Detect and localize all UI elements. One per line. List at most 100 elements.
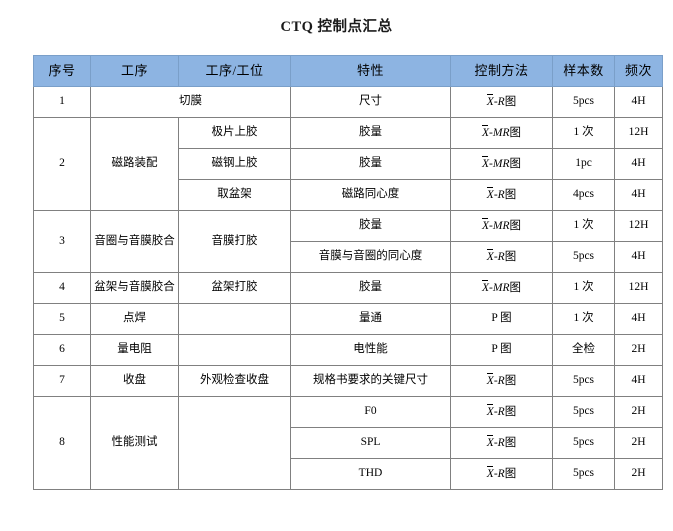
cell-frequency: 2H xyxy=(614,396,663,428)
cell-frequency: 12H xyxy=(614,117,663,149)
table-row: 2 磁路装配 极片上胶 胶量 X-MR图 1 次 12H xyxy=(33,117,663,211)
column-header-frequency: 频次 xyxy=(614,55,663,87)
x-bar-symbol: X xyxy=(486,403,494,421)
method-suffix: 图 xyxy=(504,405,517,418)
column-header-seq: 序号 xyxy=(33,55,91,87)
column-header-process: 工序 xyxy=(90,55,179,87)
cell-process: 性能测试 xyxy=(90,396,179,490)
cell-seq: 6 xyxy=(33,334,91,366)
cell-frequency: 4H xyxy=(614,179,663,211)
cell-control-method: X-R图 xyxy=(450,365,553,397)
method-dash: - xyxy=(493,467,498,480)
cell-seq: 5 xyxy=(33,303,91,335)
cell-sample-size: 1 次 xyxy=(552,303,615,335)
cell-frequency: 4H xyxy=(614,303,663,335)
x-bar-symbol: X xyxy=(482,124,489,142)
cell-seq: 4 xyxy=(33,272,91,304)
column-header-method: 控制方法 xyxy=(450,55,553,87)
method-subtype: R xyxy=(497,436,505,449)
table-row: 3 音圈与音膜胶合 音膜打胶 胶量 X-MR图 1 次 12H xyxy=(33,210,663,273)
x-bar-symbol: X xyxy=(482,217,489,235)
cell-control-method: P 图 xyxy=(450,334,553,366)
cell-control-method: X-R图 xyxy=(450,458,553,490)
cell-process: 盆架与音膜胶合 xyxy=(90,272,179,304)
column-header-characteristic: 特性 xyxy=(290,55,451,87)
cell-control-method: X-R图 xyxy=(450,179,553,211)
cell-control-method: X-R图 xyxy=(450,241,553,273)
method-subtype: R xyxy=(497,405,505,418)
column-header-station: 工序/工位 xyxy=(178,55,291,87)
cell-process: 音圈与音膜胶合 xyxy=(90,210,179,273)
cell-characteristic: 尺寸 xyxy=(290,86,451,118)
method-subtype: R xyxy=(497,95,505,108)
method-dash: - xyxy=(493,250,498,263)
method-dash: - xyxy=(493,188,498,201)
x-bar-symbol: X xyxy=(486,248,494,266)
x-bar-symbol: X xyxy=(486,465,494,483)
page-title: CTQ 控制点汇总 xyxy=(280,19,393,35)
cell-characteristic: 胶量 xyxy=(290,117,451,149)
method-suffix: 图 xyxy=(504,374,517,387)
cell-frequency: 2H xyxy=(614,427,663,459)
cell-process: 磁路装配 xyxy=(90,117,179,211)
method-suffix: 图 xyxy=(504,436,517,449)
cell-control-method: X-MR图 xyxy=(450,148,553,180)
method-dash: - xyxy=(493,95,498,108)
column-header-sample: 样本数 xyxy=(552,55,615,87)
cell-sample-size: 1 次 xyxy=(552,210,615,242)
cell-sample-size: 全检 xyxy=(552,334,615,366)
cell-station: 盆架打胶 xyxy=(178,272,291,304)
table-row: THD X-R图 5pcs 2H xyxy=(34,458,663,490)
method-subtype: MR xyxy=(492,219,510,232)
method-subtype: R xyxy=(497,188,505,201)
cell-characteristic: 电性能 xyxy=(290,334,451,366)
cell-characteristic: 磁路同心度 xyxy=(290,179,451,211)
cell-frequency: 4H xyxy=(614,86,663,118)
method-subtype: MR xyxy=(492,281,510,294)
cell-station: 外观检查收盘 xyxy=(178,365,291,397)
cell-control-method: X-R图 xyxy=(450,396,553,428)
table-header-row: 序号 工序 工序/工位 特性 控制方法 样本数 频次 xyxy=(33,55,663,87)
cell-sample-size: 5pcs xyxy=(552,396,615,428)
cell-seq: 3 xyxy=(33,210,91,273)
cell-sample-size: 1pc xyxy=(552,148,615,180)
table-row: 7 收盘 外观检查收盘 规格书要求的关键尺寸 X-R图 5pcs 4H xyxy=(33,365,663,397)
method-suffix: 图 xyxy=(504,250,517,263)
cell-characteristic: 胶量 xyxy=(290,272,451,304)
cell-station: 取盆架 xyxy=(178,179,291,211)
cell-control-method: X-R图 xyxy=(450,86,553,118)
cell-station-merged xyxy=(178,396,291,490)
method-dash: - xyxy=(489,219,493,232)
cell-control-method: X-MR图 xyxy=(450,272,553,304)
method-dash: - xyxy=(493,405,498,418)
method-suffix: 图 xyxy=(509,126,521,139)
cell-seq: 8 xyxy=(33,396,91,490)
cell-characteristic: 规格书要求的关键尺寸 xyxy=(290,365,451,397)
method-dash: - xyxy=(493,374,498,387)
method-dash: - xyxy=(489,281,493,294)
method-dash: - xyxy=(493,436,498,449)
cell-sample-size: 5pcs xyxy=(552,86,615,118)
method-suffix: 图 xyxy=(504,467,517,480)
cell-station xyxy=(178,303,291,335)
cell-seq: 2 xyxy=(33,117,91,211)
cell-characteristic: 胶量 xyxy=(290,210,451,242)
cell-sample-size: 5pcs xyxy=(552,365,615,397)
method-subtype: MR xyxy=(492,157,510,170)
table-row: 8 性能测试 F0 X-R图 5pcs 2H xyxy=(33,396,663,490)
cell-seq: 1 xyxy=(33,86,91,118)
cell-process: 量电阻 xyxy=(90,334,179,366)
method-subtype: MR xyxy=(492,126,510,139)
cell-station-merged: 音膜打胶 xyxy=(178,210,291,273)
x-bar-symbol: X xyxy=(482,155,489,173)
table-row: 4 盆架与音膜胶合 盆架打胶 胶量 X-MR图 1 次 12H xyxy=(33,272,663,304)
x-bar-symbol: X xyxy=(486,372,494,390)
x-bar-symbol: X xyxy=(486,434,494,452)
cell-process: 点焊 xyxy=(90,303,179,335)
cell-control-method: X-MR图 xyxy=(450,117,553,149)
cell-frequency: 4H xyxy=(614,148,663,180)
method-suffix: 图 xyxy=(509,157,521,170)
table-row: SPL X-R图 5pcs 2H xyxy=(34,427,663,459)
cell-characteristic: 音膜与音圈的同心度 xyxy=(290,241,451,273)
